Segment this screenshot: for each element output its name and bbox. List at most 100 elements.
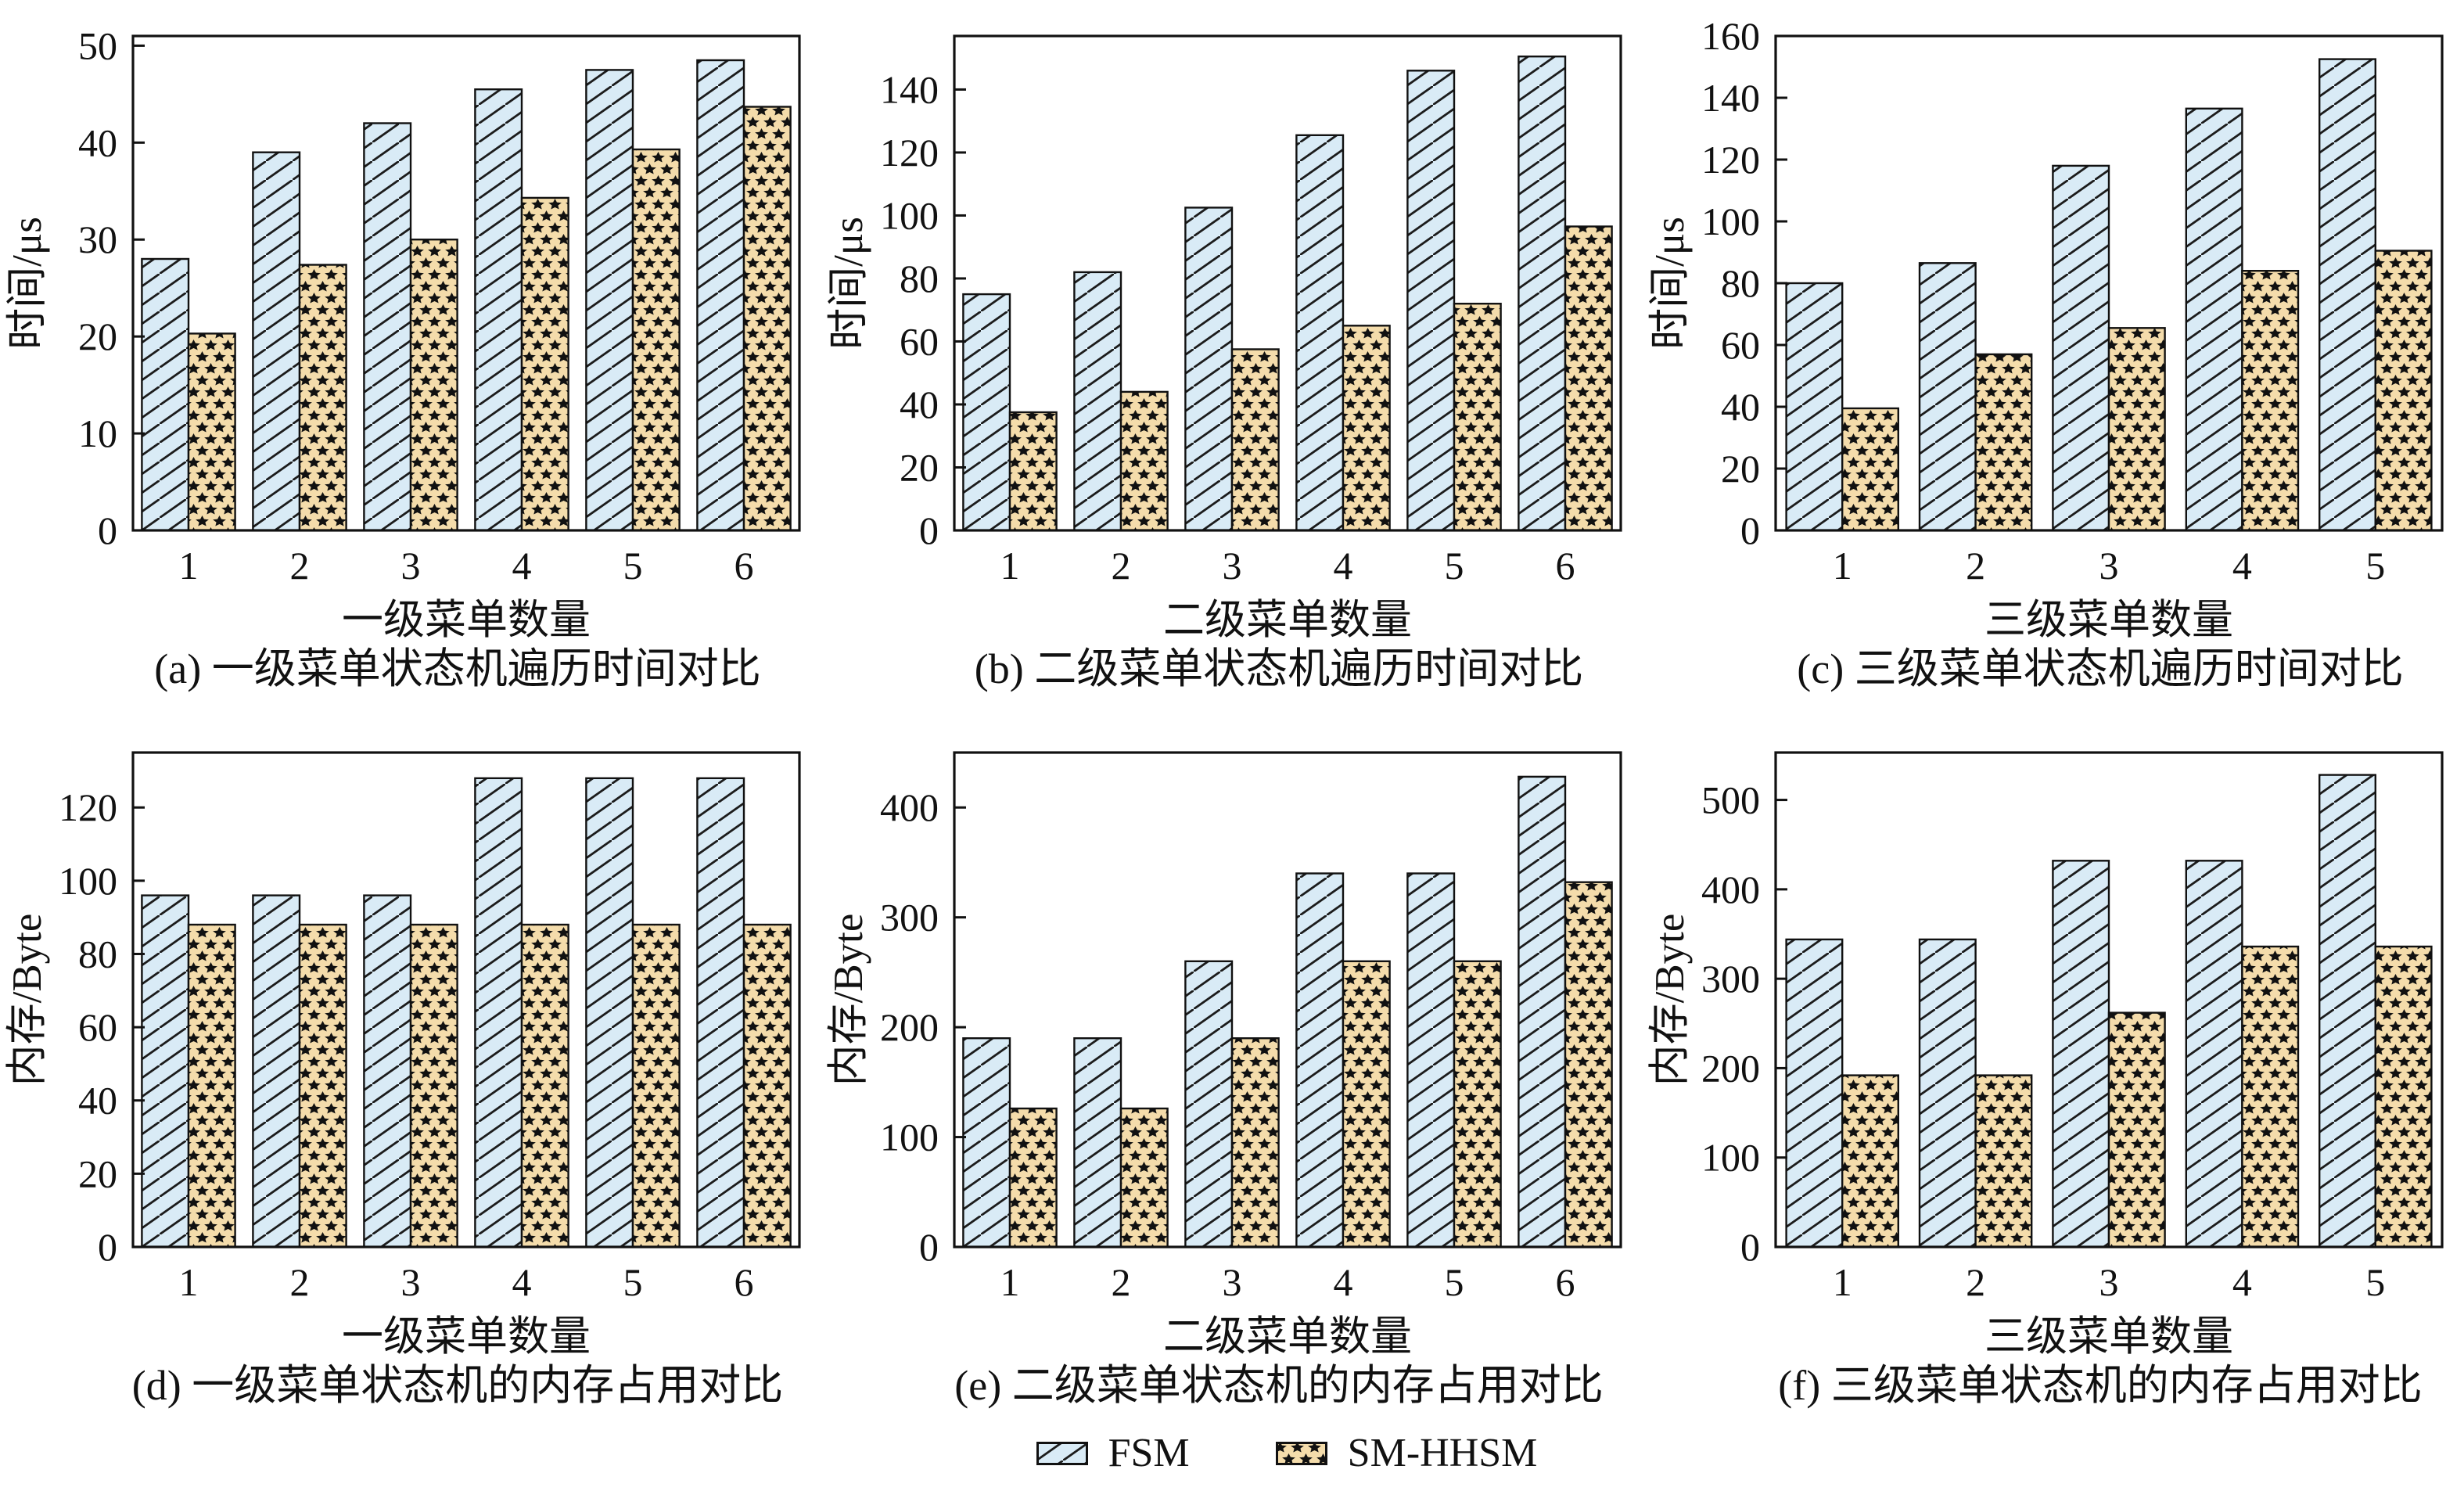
x-tick-label: 1 bbox=[1833, 544, 1852, 587]
x-tick-label: 2 bbox=[1966, 544, 1985, 587]
y-axis-label: 时间/μs bbox=[5, 217, 50, 350]
bar-fsm-1 bbox=[141, 257, 190, 532]
bar-fsm-2 bbox=[1073, 271, 1122, 532]
y-tick-label: 80 bbox=[900, 257, 939, 300]
y-tick-label: 0 bbox=[98, 1225, 117, 1269]
y-tick-label: 100 bbox=[1701, 199, 1760, 243]
x-tick-label: 1 bbox=[179, 1260, 199, 1304]
x-tick-label: 5 bbox=[2365, 1260, 2385, 1304]
bar-sm-hhsm-5 bbox=[1453, 960, 1502, 1249]
bar-sm-hhsm-1 bbox=[1841, 407, 1899, 532]
y-tick-label: 20 bbox=[900, 445, 939, 489]
bar-sm-hhsm-2 bbox=[298, 923, 347, 1249]
x-tick-label: 3 bbox=[1223, 1260, 1242, 1304]
x-tick-label: 5 bbox=[1445, 1260, 1464, 1304]
x-axis-label: 一级菜单数量 bbox=[342, 598, 591, 643]
x-tick-label: 4 bbox=[2232, 544, 2252, 587]
y-tick-label: 400 bbox=[880, 785, 939, 829]
bar-fsm-2 bbox=[252, 894, 301, 1249]
x-tick-label: 6 bbox=[735, 1260, 754, 1304]
x-tick-label: 1 bbox=[179, 544, 199, 587]
bar-fsm-3 bbox=[2052, 860, 2110, 1249]
legend-label-smhhsm: SM-HHSM bbox=[1347, 1431, 1538, 1475]
y-tick-label: 60 bbox=[1721, 323, 1760, 367]
bar-fsm-3 bbox=[2052, 164, 2110, 532]
bar-sm-hhsm-1 bbox=[1841, 1074, 1899, 1249]
x-tick-label: 2 bbox=[290, 544, 310, 587]
y-tick-label: 0 bbox=[919, 1225, 939, 1269]
y-tick-label: 140 bbox=[880, 67, 939, 111]
bar-sm-hhsm-1 bbox=[1008, 411, 1058, 532]
x-tick-label: 1 bbox=[1000, 1260, 1020, 1304]
y-tick-label: 40 bbox=[78, 120, 117, 164]
bar-sm-hhsm-5 bbox=[2374, 945, 2433, 1249]
bar-sm-hhsm-4 bbox=[520, 196, 569, 532]
axes-box bbox=[953, 34, 1622, 532]
axes-box bbox=[1774, 751, 2444, 1249]
chart-c: 0 20 40 60 80 100 120 140 160 1 2 3 4 5 三级菜单数量 时间/μs (c… bbox=[1643, 11, 2464, 693]
y-tick-label: 400 bbox=[1701, 868, 1760, 911]
bar-sm-hhsm-5 bbox=[631, 148, 681, 532]
bar-fsm-4 bbox=[474, 777, 523, 1249]
bar-sm-hhsm-3 bbox=[2107, 327, 2166, 532]
chart-e-caption: (e) 二级菜单状态机的内存占用对比 bbox=[954, 1362, 1604, 1409]
bar-sm-hhsm-3 bbox=[1230, 1037, 1280, 1249]
x-tick-label: 4 bbox=[1334, 1260, 1353, 1304]
chart-e-plot: 0 100 200 300 400 1 2 3 4 5 6 二级菜单数量 内存/Byte bbox=[826, 751, 1622, 1360]
y-tick-label: 40 bbox=[900, 383, 939, 426]
y-tick-label: 100 bbox=[1701, 1136, 1760, 1180]
y-axis-label: 时间/μs bbox=[1647, 217, 1693, 350]
bar-fsm-3 bbox=[1184, 960, 1234, 1249]
axes-box bbox=[131, 751, 801, 1249]
chart-d-plot: 0 20 40 60 80 100 120 1 2 3 4 5 6 一级菜单数量 内存/Byte bbox=[5, 751, 801, 1360]
bar-fsm-2 bbox=[1918, 938, 1977, 1249]
y-tick-label: 0 bbox=[1740, 508, 1760, 552]
chart-a-plot: 0 10 20 30 40 50 1 2 3 4 5 6 一级菜单数量 时间/μs bbox=[5, 23, 801, 643]
bar-fsm-5 bbox=[585, 69, 634, 532]
bar-sm-hhsm-1 bbox=[187, 332, 236, 532]
bar-sm-hhsm-4 bbox=[1342, 325, 1391, 532]
y-axis-label: 时间/μs bbox=[826, 217, 871, 350]
x-tick-label: 4 bbox=[1334, 544, 1353, 587]
y-tick-label: 120 bbox=[59, 785, 117, 829]
bar-fsm-3 bbox=[363, 894, 412, 1249]
bar-sm-hhsm-6 bbox=[1564, 881, 1613, 1249]
chart-b-plot: 0 20 40 60 80 100 120 140 1 2 3 4 5 6 二级菜单数量 时间/μs bbox=[826, 34, 1622, 643]
y-tick-label: 300 bbox=[880, 896, 939, 940]
bar-fsm-5 bbox=[2319, 58, 2377, 532]
y-tick-label: 100 bbox=[880, 193, 939, 237]
bar-sm-hhsm-2 bbox=[298, 264, 347, 532]
bar-sm-hhsm-3 bbox=[409, 923, 458, 1249]
y-tick-label: 40 bbox=[1721, 385, 1760, 429]
x-tick-label: 2 bbox=[1112, 1260, 1131, 1304]
bar-fsm-4 bbox=[474, 88, 523, 532]
y-tick-label: 100 bbox=[880, 1116, 939, 1159]
y-tick-label: 20 bbox=[1721, 447, 1760, 490]
bar-fsm-3 bbox=[1184, 207, 1234, 532]
x-axis-label: 一级菜单数量 bbox=[342, 1314, 591, 1360]
chart-f: 0 100 200 300 400 500 1 2 3 4 5 三级菜单数量 内存/Byte (f) 三… bbox=[1643, 728, 2464, 1410]
x-tick-label: 2 bbox=[1112, 544, 1131, 587]
y-tick-label: 20 bbox=[78, 1152, 117, 1195]
y-tick-label: 300 bbox=[1701, 957, 1760, 1001]
chart-c-caption: (c) 三级菜单状态机遍历时间对比 bbox=[1797, 645, 2404, 692]
bar-sm-hhsm-1 bbox=[187, 923, 236, 1249]
y-tick-label: 20 bbox=[78, 314, 117, 358]
x-axis-label: 二级菜单数量 bbox=[1163, 598, 1412, 643]
bar-sm-hhsm-2 bbox=[1119, 390, 1169, 532]
chart-d-caption: (d) 一级菜单状态机的内存占用对比 bbox=[131, 1362, 784, 1409]
y-tick-label: 0 bbox=[1740, 1225, 1760, 1269]
bar-sm-hhsm-4 bbox=[2241, 270, 2300, 532]
y-tick-label: 200 bbox=[1701, 1046, 1760, 1090]
x-tick-label: 6 bbox=[1556, 544, 1575, 587]
bar-sm-hhsm-1 bbox=[1008, 1107, 1058, 1249]
bar-fsm-6 bbox=[696, 59, 745, 532]
x-tick-label: 4 bbox=[512, 1260, 532, 1304]
bar-sm-hhsm-4 bbox=[1342, 960, 1391, 1249]
bar-sm-hhsm-2 bbox=[1974, 1074, 2033, 1249]
y-tick-label: 160 bbox=[1701, 14, 1760, 58]
chart-b-caption: (b) 二级菜单状态机遍历时间对比 bbox=[974, 645, 1584, 692]
x-tick-label: 2 bbox=[290, 1260, 310, 1304]
bar-sm-hhsm-6 bbox=[742, 923, 792, 1249]
